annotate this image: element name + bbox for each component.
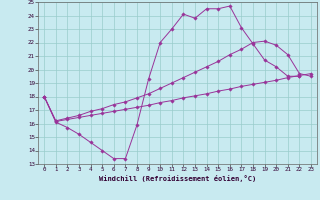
X-axis label: Windchill (Refroidissement éolien,°C): Windchill (Refroidissement éolien,°C) bbox=[99, 175, 256, 182]
